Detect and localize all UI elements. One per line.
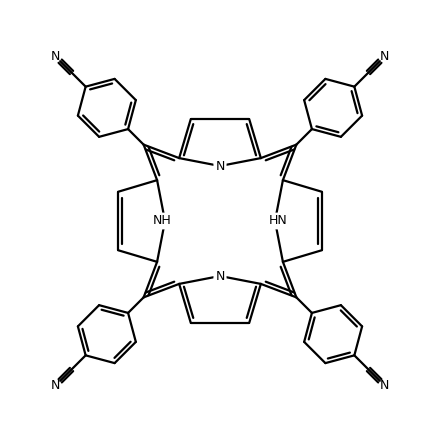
Text: HN: HN — [269, 214, 287, 228]
Text: N: N — [380, 50, 389, 63]
Text: NH: NH — [153, 214, 171, 228]
Text: N: N — [215, 160, 225, 172]
Text: N: N — [215, 270, 225, 282]
Text: N: N — [380, 379, 389, 392]
Text: N: N — [51, 50, 60, 63]
Text: N: N — [51, 379, 60, 392]
